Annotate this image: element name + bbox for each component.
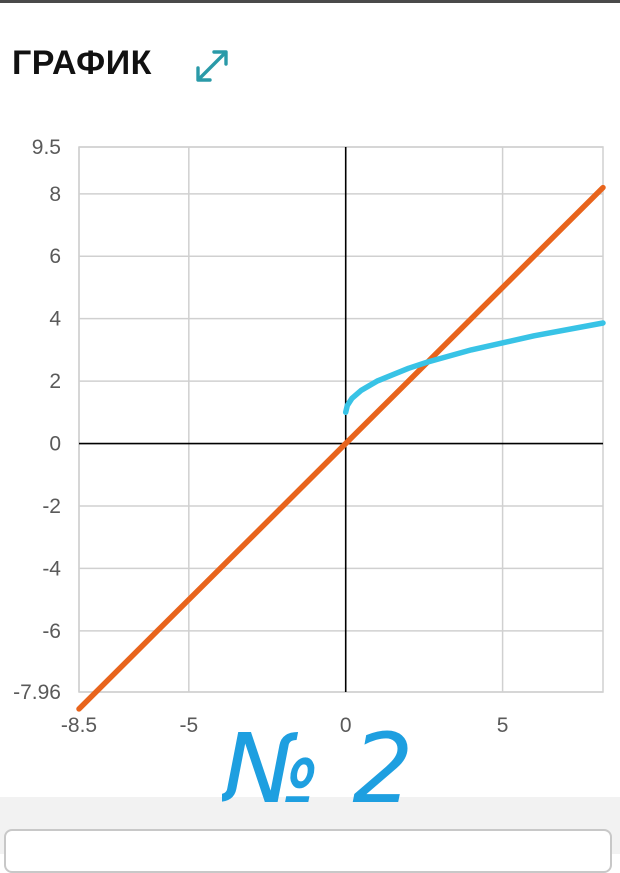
series-line-1: [342, 320, 606, 416]
x-tick-label: 5: [497, 714, 509, 737]
grid: [78, 146, 604, 693]
y-tick-label: 9.5: [32, 136, 61, 159]
y-tick-label: 2: [49, 370, 61, 393]
x-tick-label: -5: [179, 714, 198, 737]
y-tick-label: -7.96: [13, 681, 61, 704]
answer-box[interactable]: [4, 829, 612, 873]
axes: [79, 147, 603, 692]
handwritten-annotation: № 2: [222, 718, 413, 822]
plot-frame: [78, 146, 604, 693]
x-tick-label: -8.5: [61, 714, 97, 737]
y-tick-label: -4: [42, 557, 61, 580]
top-divider: [0, 0, 620, 3]
annotation-text: № 2: [222, 718, 413, 822]
expand-diagonal-icon: [196, 50, 228, 82]
y-tick-label: -2: [42, 495, 61, 518]
function-graph[interactable]: 9.5 8 6 4 2 0 -2 -4 -6 -7.96-8.5 -5 0 5: [0, 0, 620, 790]
series-layer: [76, 184, 606, 712]
page-title: ГРАФИК: [12, 44, 152, 82]
expand-button[interactable]: [190, 44, 234, 88]
y-tick-label: 6: [49, 245, 61, 268]
tick-labels: 9.5 8 6 4 2 0 -2 -4 -6 -7.96-8.5 -5 0 5: [13, 136, 508, 737]
series-line-0: [76, 184, 606, 712]
x-tick-label: 0: [340, 714, 352, 737]
y-tick-label: -6: [42, 620, 61, 643]
y-tick-label: 4: [49, 308, 61, 331]
y-tick-label: 8: [49, 183, 61, 206]
y-tick-label: 0: [49, 433, 61, 456]
